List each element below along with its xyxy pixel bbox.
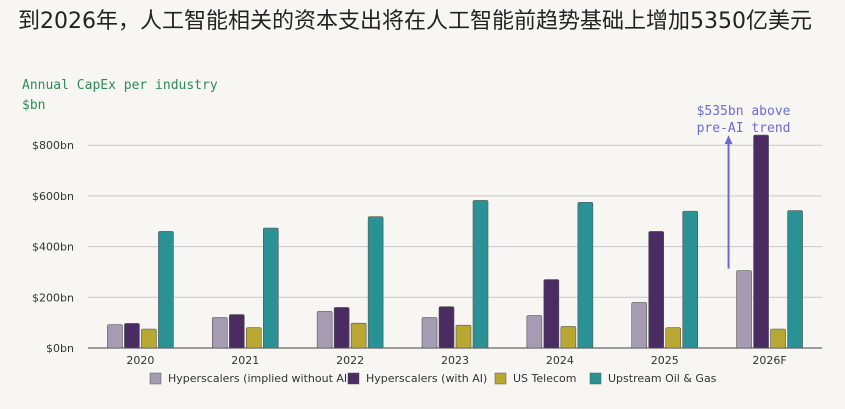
annotation-arrowhead xyxy=(724,135,733,145)
legend-entry: US Telecom xyxy=(513,372,576,385)
legend-entry: Hyperscalers (implied without AI) xyxy=(168,372,351,385)
legend-swatch xyxy=(347,372,360,385)
y-tick-label: $0bn xyxy=(46,342,74,355)
bar-2020-series-3 xyxy=(158,231,174,349)
bar-2020-series-0 xyxy=(107,324,123,349)
bar-2022-series-2 xyxy=(350,322,367,349)
bar-2022-series-3 xyxy=(367,216,384,349)
bar-2026F-series-0 xyxy=(736,270,752,349)
bar-2023-series-0 xyxy=(421,317,438,349)
bar-2020-series-2 xyxy=(141,328,157,349)
bar-2026F-series-2 xyxy=(770,328,786,349)
bar-2025-series-2 xyxy=(665,327,682,349)
annotation-text: pre-AI trend xyxy=(697,121,791,136)
bar-2021-series-0 xyxy=(211,317,228,349)
bar-2024-series-1 xyxy=(543,279,560,349)
legend-swatch xyxy=(589,372,602,385)
x-tick-label: 2023 xyxy=(441,354,469,367)
x-tick-label: 2026F xyxy=(752,354,786,367)
bar-2022-series-1 xyxy=(333,307,350,349)
legend-entry: Hyperscalers (with AI) xyxy=(366,372,487,385)
x-tick-label: 2025 xyxy=(651,354,679,367)
x-tick-label: 2020 xyxy=(126,354,154,367)
y-tick-label: $600bn xyxy=(32,190,74,203)
legend-entry: Upstream Oil & Gas xyxy=(608,372,717,385)
bar-2025-series-1 xyxy=(648,231,665,349)
chart-title: 到2026年，人工智能相关的资本支出将在人工智能前趋势基础上增加5350亿美元 xyxy=(18,9,812,34)
chart-subtitle: Annual CapEx per industry xyxy=(22,78,218,93)
bar-2023-series-2 xyxy=(455,324,472,349)
bar-2020-series-1 xyxy=(124,323,140,349)
bar-2025-series-3 xyxy=(682,210,699,349)
legend-swatch xyxy=(494,372,507,385)
bar-2024-series-0 xyxy=(526,315,543,349)
bar-2024-series-2 xyxy=(560,326,577,349)
bar-2021-series-3 xyxy=(262,227,279,349)
y-tick-label: $800bn xyxy=(32,139,74,152)
bar-2025-series-0 xyxy=(631,302,648,349)
bar-2026F-series-3 xyxy=(787,210,803,349)
bar-2024-series-3 xyxy=(577,201,594,349)
y-tick-label: $200bn xyxy=(32,291,74,304)
annotation-text: $535bn above xyxy=(697,104,791,119)
bar-2021-series-2 xyxy=(245,327,262,349)
legend-swatch xyxy=(149,372,162,385)
x-tick-label: 2024 xyxy=(546,354,574,367)
bar-2026F-series-1 xyxy=(753,134,769,349)
x-tick-label: 2021 xyxy=(231,354,259,367)
x-tick-label: 2022 xyxy=(336,354,364,367)
y-tick-label: $400bn xyxy=(32,241,74,254)
unit-label: $bn xyxy=(22,98,46,113)
bar-2023-series-1 xyxy=(438,306,455,349)
bar-2023-series-3 xyxy=(472,200,489,349)
bar-2021-series-1 xyxy=(228,314,245,349)
bar-2022-series-0 xyxy=(316,310,333,349)
